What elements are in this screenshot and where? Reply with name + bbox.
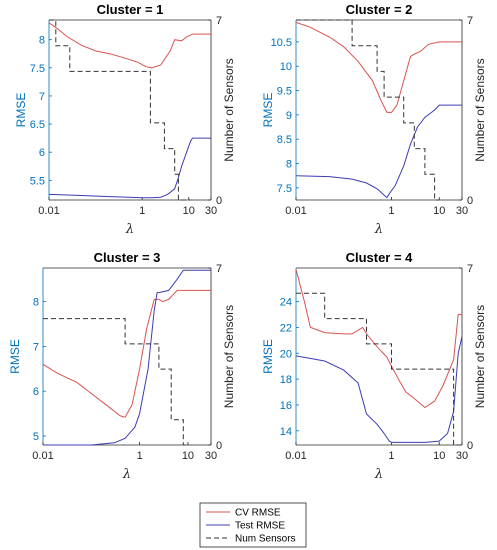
chart-panel-1: Cluster = 1 0.01 1 10 30 λ 5.5 6 6.5 7 7.5 8 RMSE 0 7 N… [14, 2, 236, 237]
y-tick-label: 24 [280, 297, 292, 309]
y2-tick-label: 7 [467, 15, 473, 27]
chart-panel-4: Cluster = 4 0.01 1 10 30 λ 14 16 18 20 22 24 RMSE 0 7 N… [261, 250, 487, 482]
y-tick-label: 16 [280, 400, 292, 412]
y2-tick-label: 7 [467, 263, 473, 275]
series-line-test-rmse [48, 137, 211, 199]
x-tick-label: 30 [456, 450, 468, 462]
y-axis-label: RMSE [261, 339, 275, 374]
series-line-num-sensors [43, 318, 187, 446]
x-tick-label: 1 [139, 205, 145, 217]
y2-tick-label: 7 [216, 15, 222, 27]
y-tick-label: 9.5 [277, 86, 292, 98]
x-tick-label: 0.01 [38, 205, 59, 217]
series-line-test-rmse [43, 269, 211, 446]
y-tick-label: 10 [280, 61, 292, 73]
y-tick-label: 18 [280, 374, 292, 386]
series-line-cv-rmse [295, 21, 462, 113]
y-tick-label: 8 [39, 35, 45, 47]
chart-title: Cluster = 3 [94, 250, 161, 265]
y2-tick-label: 0 [216, 195, 222, 207]
series-line-test-rmse [295, 336, 463, 443]
y-tick-label: 5 [33, 431, 39, 443]
series-line-num-sensors [296, 19, 440, 201]
y-axis-label: RMSE [14, 93, 28, 128]
y-tick-label: 7 [39, 91, 45, 103]
x-tick-label: 10 [433, 450, 445, 462]
y-tick-label: 6 [33, 386, 39, 398]
y-tick-label: 9 [286, 110, 292, 122]
y2-axis-label: Number of Sensors [473, 305, 487, 408]
x-tick-label: 10 [182, 450, 194, 462]
y-tick-label: 7.5 [30, 63, 45, 75]
y2-axis-label: Number of Sensors [222, 58, 236, 161]
y-tick-label: 22 [280, 322, 292, 334]
y-tick-label: 10.5 [271, 37, 292, 49]
y-tick-label: 7.5 [277, 183, 292, 195]
x-tick-label: 1 [137, 450, 143, 462]
x-axis-label: λ [374, 467, 383, 482]
y2-tick-label: 0 [467, 195, 473, 207]
x-tick-label: 0.01 [285, 450, 306, 462]
y-tick-label: 20 [280, 348, 292, 360]
x-tick-label: 1 [388, 205, 394, 217]
legend-label: Test RMSE [235, 521, 285, 532]
y-tick-label: 6 [39, 147, 45, 159]
series-line-cv-rmse [48, 22, 211, 69]
series-line-test-rmse [295, 104, 462, 199]
y-tick-label: 8 [286, 159, 292, 171]
y-tick-label: 7 [33, 341, 39, 353]
x-axis-label: λ [374, 222, 383, 237]
x-axis-label: λ [122, 467, 131, 482]
chart-title: Cluster = 4 [346, 250, 414, 265]
x-tick-label: 1 [388, 450, 394, 462]
y2-axis-label: Number of Sensors [473, 58, 487, 161]
y-axis-label: RMSE [8, 339, 22, 374]
x-tick-label: 0.01 [32, 450, 53, 462]
legend-label: CV RMSE [235, 508, 281, 519]
series-line-cv-rmse [295, 269, 462, 409]
y2-axis-label: Number of Sensors [222, 305, 236, 408]
x-tick-label: 30 [456, 205, 468, 217]
y-tick-label: 6.5 [30, 119, 45, 131]
legend-label: Num Sensors [235, 534, 296, 545]
y-axis-label: RMSE [261, 93, 275, 128]
chart-panels: Cluster = 10.01 1 10 30λ5.566.577.58RMSE07N… [8, 2, 487, 482]
y-tick-label: 5.5 [30, 175, 45, 187]
y-tick-label: 8.5 [277, 134, 292, 146]
legend: CV RMSE Test RMSE Num Sensors [199, 502, 307, 548]
series-line-cv-rmse [42, 289, 211, 418]
x-tick-label: 0.01 [285, 205, 306, 217]
chart-panel-3: Cluster = 3 0.01 1 10 30 λ 5 6 7 8 RMSE 0 7 Number of… [8, 250, 236, 482]
y2-tick-label: 0 [216, 440, 222, 452]
chart-title: Cluster = 1 [97, 2, 164, 17]
series-line-num-sensors [296, 292, 462, 446]
x-tick-label: 10 [183, 205, 195, 217]
y2-tick-label: 0 [467, 440, 473, 452]
x-axis-label: λ [125, 222, 134, 237]
chart-title: Cluster = 2 [346, 2, 413, 17]
chart-panel-2: Cluster = 2 0.01 1 10 30 λ 7.5 8 8.5 9 9.5 10 10.5 RM… [261, 2, 487, 237]
x-tick-label: 30 [205, 205, 217, 217]
x-tick-label: 10 [433, 205, 445, 217]
y2-tick-label: 7 [216, 263, 222, 275]
y-tick-label: 8 [33, 297, 39, 309]
y-tick-label: 14 [280, 426, 292, 438]
x-tick-label: 30 [205, 450, 217, 462]
series-line-num-sensors [49, 19, 191, 201]
